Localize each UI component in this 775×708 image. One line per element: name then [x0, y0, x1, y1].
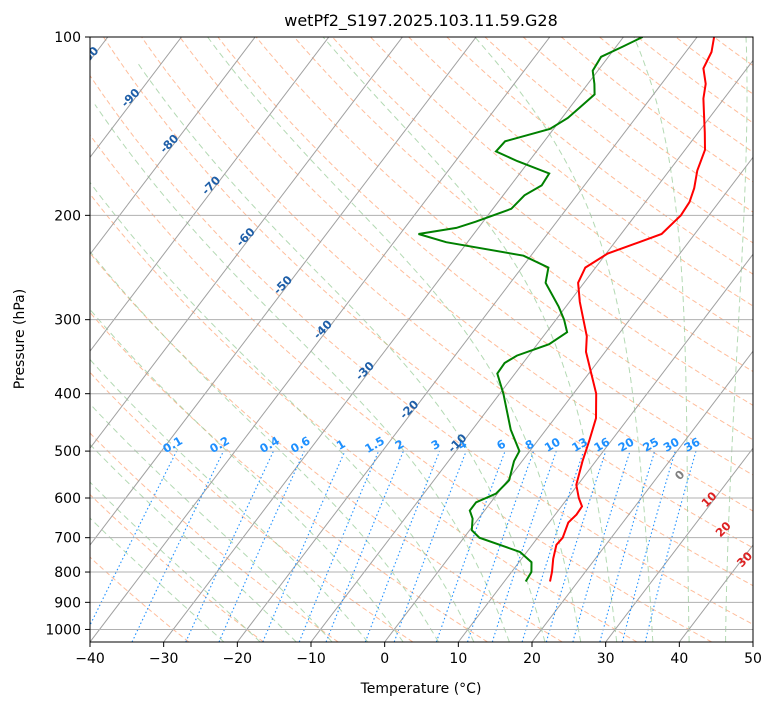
isotherm [384, 156, 753, 642]
isotherm [90, 37, 403, 449]
moist-adiabat [725, 37, 748, 642]
dry-adiabat [90, 493, 264, 642]
isotherm [90, 37, 477, 546]
moist-adiabat-label: 40 [759, 574, 775, 595]
moist-adiabat [90, 250, 439, 642]
x-axis-label: Temperature (°C) [360, 681, 482, 697]
isotherm [90, 37, 182, 159]
x-axis: −40 −30 −20 −10 0 10 20 30 40 50 [75, 642, 762, 667]
mixing-ratio-line [466, 450, 535, 642]
dry-adiabat [293, 37, 753, 406]
sounding-traces [418, 37, 716, 583]
isotherm [163, 37, 624, 642]
moist-adiabat [322, 37, 618, 642]
moist-adiabat [474, 37, 654, 642]
mixing-ratio-line [435, 450, 506, 642]
x-tick-label: 30 [597, 651, 615, 667]
x-tick-label: 0 [380, 651, 389, 667]
mixing-ratio-line [393, 450, 467, 642]
x-tick-label: 10 [449, 651, 467, 667]
x-tick-label: 40 [670, 651, 688, 667]
y-tick-label: 200 [54, 208, 81, 224]
mixing-ratio-label: 10 [542, 435, 563, 455]
y-axis-label: Pressure (hPa) [12, 289, 28, 389]
isotherm [605, 447, 753, 642]
mixing-ratio-line [364, 450, 441, 642]
y-tick-label: 500 [54, 444, 81, 460]
background-lines [90, 37, 753, 642]
moist-adiabat [90, 517, 225, 642]
sounding-trace [418, 37, 644, 583]
sounding-trace [549, 37, 716, 582]
dry-adiabat [103, 37, 753, 587]
y-axis: 100 200 300 400 500 600 700 800 900 1000 [45, 30, 90, 638]
x-tick-label: 50 [744, 651, 762, 667]
isotherm [752, 641, 753, 642]
plot-background [90, 37, 753, 642]
mixing-ratio-line [298, 450, 380, 642]
chart-title: wetPf2_S197.2025.103.11.59.G28 [284, 11, 558, 31]
y-tick-label: 400 [54, 387, 81, 403]
dry-adiabat [90, 193, 638, 642]
mixing-ratio-label: 13 [569, 435, 590, 455]
x-tick-label: −20 [223, 651, 253, 667]
dry-adiabat [751, 37, 753, 39]
moist-adiabat [90, 481, 261, 642]
mixing-ratio-line [545, 450, 607, 642]
dry-adiabat [179, 37, 753, 512]
moist-adiabat-label: 30 [734, 549, 755, 570]
dry-adiabat-label: -100 [71, 44, 101, 74]
dry-adiabat [90, 311, 488, 642]
dry-adiabat [332, 37, 753, 373]
x-tick-label: 20 [523, 651, 541, 667]
mixing-ratio-line [521, 450, 585, 642]
moist-adiabat [136, 61, 546, 642]
y-tick-label: 300 [54, 313, 81, 329]
isotherm [90, 37, 256, 256]
moist-adiabat [90, 443, 297, 642]
y-tick-label: 100 [54, 30, 81, 46]
isotherm [310, 59, 753, 642]
mixing-ratio-label: 30 [661, 435, 682, 455]
dry-adiabat [90, 252, 563, 642]
plot-frame [89, 36, 754, 643]
y-tick-label: 700 [54, 531, 81, 547]
mixing-ratio-label: 20 [616, 435, 637, 455]
isotherm [90, 37, 330, 353]
dry-adiabat [90, 556, 190, 642]
isotherm [236, 37, 698, 642]
moist-adiabat [207, 37, 582, 642]
moist-adiabat [94, 104, 510, 642]
mixing-ratio-line [621, 450, 676, 642]
dry-adiabat [217, 37, 753, 476]
dry-adiabat [90, 74, 753, 625]
dry-adiabat [90, 134, 712, 642]
isotherm [457, 253, 753, 642]
pressure-gridlines [90, 37, 753, 630]
mixing-ratio-label: 36 [682, 435, 703, 455]
mixing-ratio-label: 25 [640, 435, 661, 455]
x-tick-label: −30 [149, 651, 179, 667]
y-tick-label: 800 [54, 565, 81, 581]
moist-adiabat [633, 37, 690, 642]
mixing-ratio-line [599, 450, 656, 642]
x-tick-label: −40 [75, 651, 105, 667]
mixing-ratio-line [262, 450, 346, 642]
mixing-ratio-line [491, 450, 557, 642]
mixing-ratio-line [572, 450, 631, 642]
x-tick-label: −10 [296, 651, 326, 667]
mixing-ratio-line [325, 450, 404, 642]
y-tick-label: 1000 [45, 622, 81, 638]
y-tick-label: 900 [54, 595, 81, 611]
isotherm [531, 350, 753, 642]
mixing-ratio-line [218, 450, 305, 642]
mixing-ratio-label: 16 [591, 435, 612, 455]
y-tick-label: 600 [54, 491, 81, 507]
isotherm [90, 37, 551, 642]
mixing-ratio-line [644, 450, 697, 642]
mixing-ratio-line [90, 450, 178, 627]
